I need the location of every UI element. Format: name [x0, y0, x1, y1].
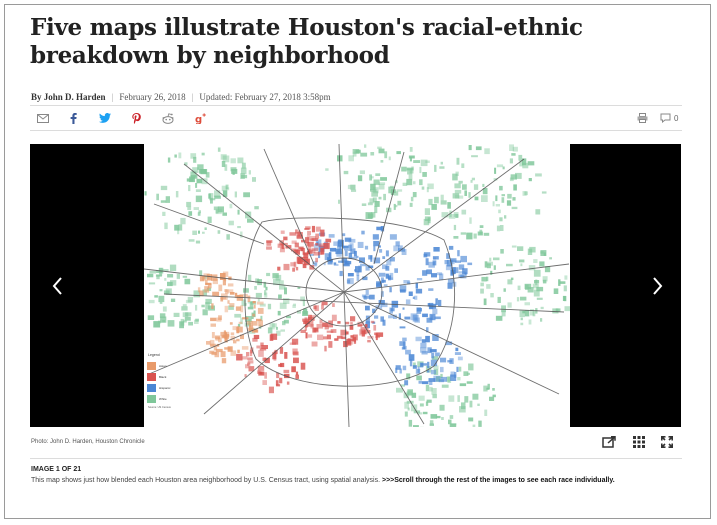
- pinterest-icon[interactable]: [132, 111, 141, 125]
- image-caption: This map shows just how blended each Hou…: [31, 476, 681, 485]
- published-date: February 26, 2018: [119, 92, 186, 102]
- comments-link[interactable]: 0: [660, 111, 678, 125]
- svg-text:g: g: [195, 114, 202, 124]
- legend-label-hispanic: Hispanic: [159, 386, 171, 390]
- image-counter: IMAGE 1 OF 21: [31, 466, 82, 473]
- chevron-right-icon: [653, 277, 663, 295]
- houston-dot-map-image: Legend Asian Black Hispanic White Source…: [143, 144, 571, 427]
- next-image-button[interactable]: [647, 274, 667, 298]
- caption-cta: >>>Scroll through the rest of the images…: [381, 477, 615, 484]
- legend-label-asian: Asian: [159, 364, 167, 368]
- share-external-icon[interactable]: [602, 436, 616, 448]
- map-legend: Legend Asian Black Hispanic White Source…: [147, 353, 171, 409]
- photo-credit: Photo: John D. Harden, Houston Chronicle: [31, 439, 145, 445]
- byline-separator: |: [111, 92, 114, 102]
- legend-swatch-hispanic: [147, 384, 156, 392]
- comment-count: 0: [674, 113, 679, 123]
- updated-date: Updated: February 27, 2018 3:58pm: [199, 92, 331, 102]
- legend-swatch-black: [147, 373, 156, 381]
- byline: By John D. Harden | February 26, 2018 | Upda…: [31, 92, 331, 102]
- comment-icon: [660, 113, 671, 123]
- grid-icon[interactable]: [633, 436, 645, 448]
- fullscreen-icon[interactable]: [661, 436, 673, 448]
- legend-swatch-white: [147, 395, 156, 403]
- legend-label-white: White: [159, 397, 167, 401]
- legend-swatch-asian: [147, 362, 156, 370]
- legend-label-black: Black: [159, 375, 167, 379]
- legend-source: Source: US Census: [148, 405, 171, 409]
- previous-image-button[interactable]: [48, 274, 68, 298]
- houston-race-map: Legend Asian Black Hispanic White Source…: [143, 144, 571, 427]
- print-icon[interactable]: [637, 111, 648, 125]
- caption-text: This map shows just how blended each Hou…: [31, 477, 381, 484]
- legend-title: Legend: [148, 353, 160, 357]
- google-plus-icon[interactable]: g: [195, 111, 206, 125]
- divider: [30, 105, 682, 106]
- twitter-icon[interactable]: [99, 111, 111, 125]
- reddit-icon[interactable]: [162, 111, 174, 125]
- headline: Five maps illustrate Houston's racial-et…: [30, 14, 583, 69]
- photo-gallery: Legend Asian Black Hispanic White Source…: [30, 144, 681, 427]
- chevron-left-icon: [52, 277, 62, 295]
- author-name[interactable]: By John D. Harden: [31, 92, 106, 102]
- divider: [30, 130, 682, 131]
- facebook-icon[interactable]: [70, 111, 77, 125]
- divider: [30, 458, 682, 459]
- byline-separator: |: [191, 92, 194, 102]
- email-icon[interactable]: [37, 111, 49, 125]
